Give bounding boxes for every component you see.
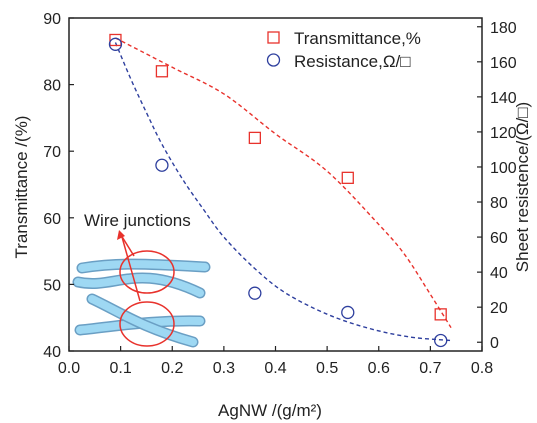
fit-curves — [114, 37, 452, 342]
y-axis-right-title: Sheet resistence/(Ω/□) — [513, 102, 532, 272]
legend-marker-transmittance — [267, 31, 280, 44]
y-right-tick-label: 80 — [490, 195, 508, 212]
x-tick-label: 0.8 — [471, 360, 493, 377]
x-tick-label: 0.7 — [419, 360, 441, 377]
y-right-tick-label: 20 — [490, 300, 508, 317]
y-right-tick-label: 0 — [490, 335, 499, 352]
arrow-head — [117, 230, 125, 240]
x-tick-label: 0.3 — [213, 360, 235, 377]
legend-marker-resistance — [266, 53, 281, 67]
transmittance-point — [155, 65, 169, 78]
x-tick-label: 0.0 — [58, 360, 80, 377]
x-tick-label: 0.2 — [161, 360, 183, 377]
nanowire-illustration: Wire junctions — [72, 211, 211, 348]
y-left-tick-label: 60 — [43, 211, 61, 228]
plot-frame — [68, 17, 483, 352]
resistance-point — [248, 286, 262, 300]
y-right-tick-label: 120 — [490, 125, 517, 142]
resistance-point — [341, 305, 355, 320]
y-right-tick-label: 140 — [490, 90, 517, 107]
legend: Transmittance,% Resistance,Ω/□ — [266, 29, 421, 71]
x-tick-label: 0.1 — [110, 360, 132, 377]
legend-label-transmittance: Transmittance,% — [294, 29, 421, 48]
y-left-tick-label: 50 — [43, 277, 61, 294]
junction-circle — [119, 301, 175, 347]
x-tick-label: 0.6 — [368, 360, 390, 377]
resistance-point — [108, 37, 123, 51]
x-axis-title: AgNW /(g/m²) — [218, 401, 322, 420]
y-axis-left-title: Transmittance /(%) — [12, 116, 31, 259]
y-left-tick-label: 70 — [43, 144, 61, 161]
y-right-tick-label: 60 — [490, 230, 508, 247]
y-left-tick-label: 90 — [43, 11, 61, 28]
transmittance-point — [248, 131, 262, 145]
y-right-tick-label: 160 — [490, 55, 517, 72]
transmittance-point — [341, 171, 354, 184]
axis-ticks: 0.0 0.1 0.2 0.3 0.4 0.5 0.6 0.7 0.8 40 50 60 70 80 90 0… — [43, 11, 517, 377]
transmittance-point — [109, 33, 122, 47]
transmittance-point — [434, 308, 447, 321]
annotation-arrow — [121, 236, 141, 302]
y-right-tick-label: 40 — [490, 265, 508, 282]
x-tick-label: 0.4 — [264, 360, 286, 377]
y-left-tick-label: 80 — [43, 78, 61, 95]
y-right-tick-label: 100 — [490, 160, 517, 177]
y-right-tick-label: 180 — [490, 20, 517, 37]
resistance-fit-line — [114, 42, 452, 342]
resistance-point — [434, 333, 448, 348]
annotation-wire-junctions: Wire junctions — [84, 211, 191, 230]
resistance-point — [155, 158, 169, 172]
y-left-tick-label: 40 — [43, 344, 61, 361]
data-marks — [108, 33, 448, 348]
junction-circle — [119, 250, 175, 294]
legend-label-resistance: Resistance,Ω/□ — [294, 52, 411, 71]
x-tick-label: 0.5 — [316, 360, 338, 377]
